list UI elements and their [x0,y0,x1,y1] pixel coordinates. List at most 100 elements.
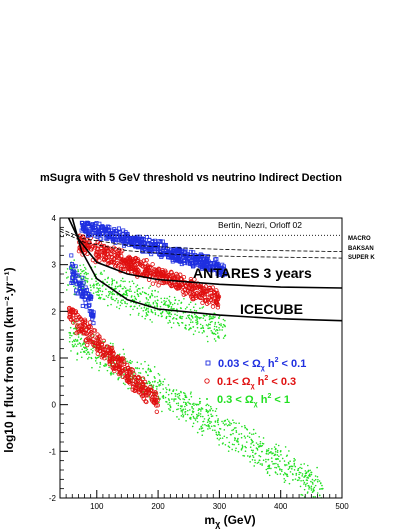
point-2-1-714 [235,422,237,425]
point-2-1-369 [304,485,307,487]
point-2-1-662 [69,334,71,336]
point-2-0-547 [173,302,176,305]
point-1-0-450 [214,292,219,297]
point-2-1-173 [303,488,306,491]
point-2-1-393 [186,413,189,416]
point-1-0-237 [105,261,111,266]
point-2-0-55 [181,322,184,324]
point-2-0-403 [181,315,184,318]
point-2-1-591 [272,463,274,465]
point-2-1-682 [235,431,238,434]
point-2-1-787 [240,432,243,435]
point-2-0-558 [95,280,97,283]
point-2-1-90 [134,367,137,369]
y-tick-label-2: 0 [52,401,57,410]
point-2-1-356 [129,359,132,362]
point-2-0-442 [202,327,205,329]
point-2-0-533 [137,295,140,297]
point-2-0-43 [196,323,198,326]
limit-curve-1 [59,228,343,252]
point-2-1-567 [226,418,229,421]
point-2-1-242 [227,450,230,452]
point-1-0-407 [170,283,176,288]
point-2-1-771 [257,446,260,448]
point-2-1-745 [223,420,226,422]
point-1-1-263 [107,358,113,363]
point-2-1-731 [196,413,198,416]
point-2-1-285 [198,408,201,411]
point-2-0-427 [217,321,220,324]
point-2-0-434 [221,329,223,331]
point-2-0-84 [181,317,183,320]
point-1-0-471 [135,257,141,262]
point-2-1-236 [261,463,263,465]
point-1-0-118 [97,258,102,263]
point-2-1-366 [277,444,280,447]
point-2-0-330 [85,277,87,280]
point-2-1-742 [147,364,150,367]
point-2-1-638 [72,345,75,348]
point-2-0-241 [119,285,122,288]
point-1-0-486 [96,250,101,255]
point-2-1-694 [241,444,244,447]
point-2-1-312 [300,493,303,496]
point-0-0-436 [144,235,149,240]
point-2-1-66 [139,372,142,374]
point-2-1-832 [318,480,321,482]
point-2-0-489 [148,303,150,306]
point-1-1-227 [122,361,127,366]
point-2-0-215 [154,309,156,311]
point-2-1-634 [201,424,204,426]
point-2-0-475 [85,273,88,276]
point-2-0-413 [179,307,182,309]
point-2-1-54 [316,480,319,483]
point-1-1-294 [150,398,155,403]
point-0-0-496 [114,231,119,236]
point-2-1-603 [184,403,187,406]
point-2-0-551 [145,307,148,310]
point-2-0-303 [214,316,216,318]
point-2-1-518 [252,449,254,452]
point-2-0-485 [107,277,109,280]
point-2-1-556 [77,336,80,338]
point-2-1-354 [294,478,297,480]
point-2-1-22 [199,415,202,418]
point-0-0-415 [214,257,219,262]
point-2-0-120 [133,295,136,298]
point-0-0-452 [170,256,175,261]
point-2-0-476 [201,332,204,334]
point-2-1-692 [284,479,287,482]
point-2-1-92 [244,445,246,448]
point-2-1-691 [299,466,301,469]
point-2-1-597 [76,340,79,342]
point-2-1-2 [219,437,222,440]
point-2-1-328 [190,391,192,393]
point-2-1-909 [190,416,192,419]
point-2-1-397 [128,361,130,363]
point-0-0-489 [103,236,108,241]
point-2-1-240 [305,483,307,486]
point-2-0-323 [150,310,153,313]
point-1-0-377 [91,243,96,249]
point-2-0-421 [111,282,114,285]
point-2-0-332 [111,284,113,286]
point-1-1-245 [122,367,128,372]
point-2-1-808 [293,460,295,462]
point-2-0-505 [147,308,149,310]
point-1-0-443 [199,295,205,301]
point-2-0-453 [208,316,211,318]
point-2-0-94 [150,292,153,295]
point-2-1-820 [224,444,227,446]
point-2-0-530 [188,314,191,317]
point-1-1-28 [144,399,149,405]
point-2-1-474 [298,473,300,476]
point-2-1-206 [294,465,297,468]
point-2-0-131 [81,287,84,290]
point-1-0-445 [159,271,164,276]
point-2-1-743 [237,441,239,443]
point-2-0-422 [99,287,101,290]
point-2-0-455 [188,303,190,306]
point-2-0-565 [100,271,102,274]
point-2-0-532 [162,303,165,306]
point-2-1-660 [244,426,247,429]
